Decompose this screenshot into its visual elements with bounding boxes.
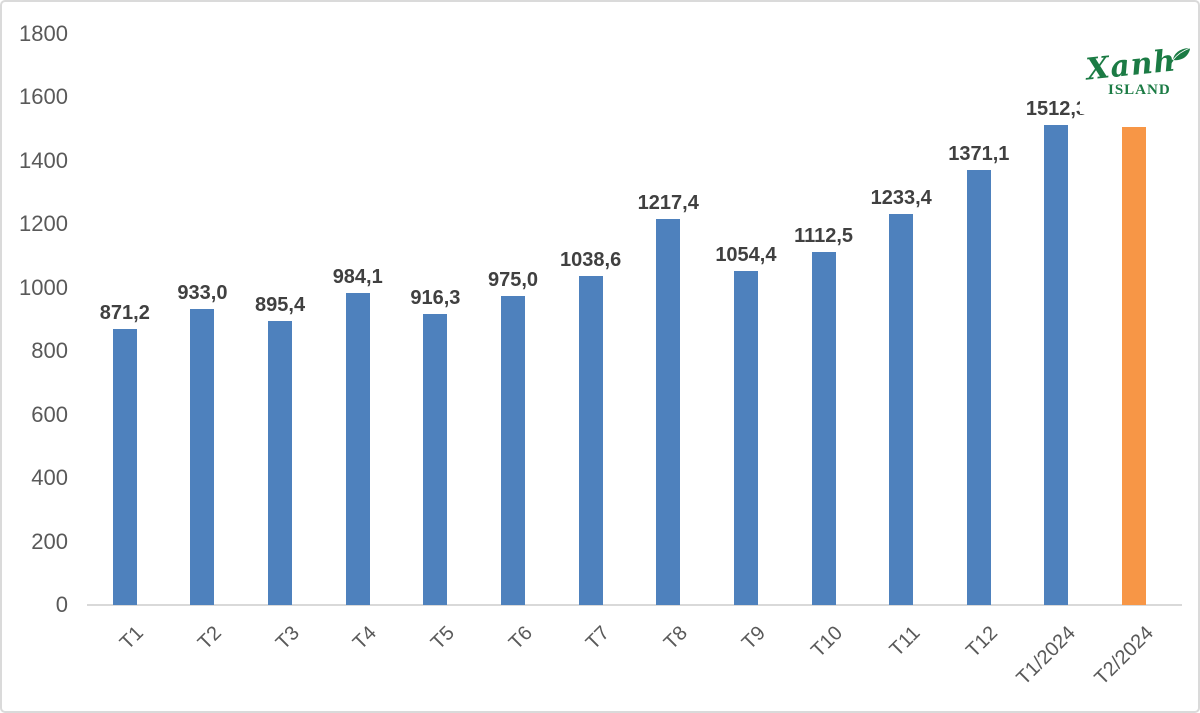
x-axis-tick-label: T9 xyxy=(737,622,770,655)
bar-data-label: 1054,4 xyxy=(715,243,777,266)
y-axis-tick-label: 1200 xyxy=(19,211,68,237)
x-axis-tick-label: T12 xyxy=(962,622,1003,662)
x-axis-tick-label: T5 xyxy=(426,622,459,655)
x-axis-line xyxy=(87,604,1182,606)
bar-data-label: 871,2 xyxy=(99,301,150,324)
bar-T6 xyxy=(501,295,525,605)
y-axis-tick-label: 800 xyxy=(31,338,68,364)
x-axis-tick-label: T1/2024 xyxy=(1012,622,1081,690)
y-axis-tick-label: 1600 xyxy=(19,84,68,110)
x-axis-tick-label: T6 xyxy=(504,622,537,655)
bar-data-label: 984,1 xyxy=(332,265,383,288)
x-axis-tick-label: T3 xyxy=(271,622,304,655)
bar-data-label: 1038,6 xyxy=(560,248,622,271)
bar-data-label: 895,4 xyxy=(255,293,306,316)
bar-data-label: 1233,4 xyxy=(870,186,932,209)
bar-data-label: 975,0 xyxy=(487,268,539,291)
bar-T10 xyxy=(811,252,836,605)
x-axis-tick-label: T8 xyxy=(659,622,692,655)
x-axis-tick-label: T10 xyxy=(807,622,848,662)
bar-data-label: 1371,1 xyxy=(948,143,1010,166)
bar-T3 xyxy=(268,320,293,605)
brand-logo-script-text: Xanh xyxy=(1084,43,1178,88)
bar-data-label: 1217,4 xyxy=(637,191,699,214)
bar-T2/2024 xyxy=(1122,126,1147,605)
brand-logo-caps-text: ISLAND xyxy=(1108,82,1171,98)
bar-T5 xyxy=(423,314,448,605)
bar-data-label: 1112,5 xyxy=(794,225,854,248)
x-axis-tick-label: T11 xyxy=(885,622,925,661)
brand-logo: Xanh ISLAND xyxy=(1080,43,1198,114)
bar-data-label: 916,3 xyxy=(410,287,461,310)
bar-T9 xyxy=(733,270,758,605)
y-axis-tick-label: 1800 xyxy=(19,21,68,46)
x-axis-tick-label: T2/2024 xyxy=(1090,622,1158,690)
bar-T4 xyxy=(345,292,370,605)
x-axis-tick-label: T1 xyxy=(116,622,149,655)
y-axis-tick-label: 1400 xyxy=(19,147,68,173)
y-axis-tick-label: 200 xyxy=(31,528,68,554)
leaf-icon xyxy=(1168,47,1191,68)
bar-T8 xyxy=(656,218,681,605)
bar-T1 xyxy=(112,328,137,605)
x-axis-tick-label: T4 xyxy=(349,622,382,655)
bar-T2 xyxy=(190,309,215,605)
bar-T7 xyxy=(578,275,603,605)
x-axis-tick-label: T2 xyxy=(193,622,226,655)
x-axis-tick-label: T7 xyxy=(582,622,615,655)
bar-T12 xyxy=(966,170,991,605)
y-axis-tick-label: 400 xyxy=(31,465,68,491)
bar-T1/2024 xyxy=(1044,125,1069,605)
bar-data-label: 933,0 xyxy=(177,282,228,305)
bar-data-label: 1512,3 xyxy=(1025,98,1088,121)
y-axis-tick-label: 1000 xyxy=(19,274,68,300)
y-axis-tick-label: 0 xyxy=(55,592,68,617)
bar-T11 xyxy=(889,213,914,605)
y-axis-tick-label: 600 xyxy=(31,401,68,427)
